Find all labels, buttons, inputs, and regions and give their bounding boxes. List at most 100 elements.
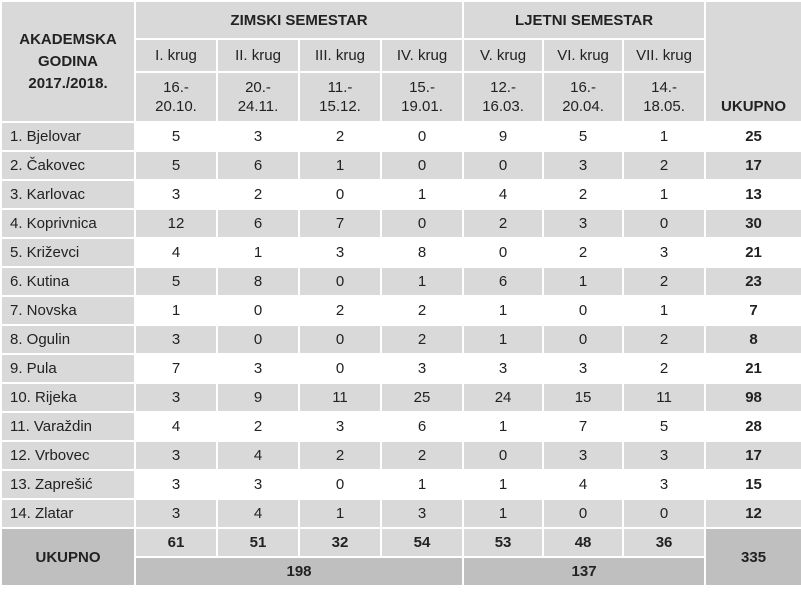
round-value: 0: [542, 324, 625, 355]
city-name: 5. Križevci: [0, 237, 136, 268]
round-header: VII. krug: [622, 38, 707, 73]
table-row: 14. Zlatar 3 4 1 3 1 0 0 12: [0, 498, 801, 529]
round-value: 1: [622, 121, 707, 152]
round-value: 3: [542, 208, 625, 239]
round-value: 3: [379, 498, 465, 529]
round-value: 1: [462, 469, 545, 500]
round-header: V. krug: [462, 38, 545, 73]
row-total: 8: [704, 324, 801, 355]
round-header: VI. krug: [542, 38, 625, 73]
table-row: 5. Križevci 4 1 3 8 0 2 3 21: [0, 237, 801, 268]
table-row: 11. Varaždin 4 2 3 6 1 7 5 28: [0, 411, 801, 442]
round-value: 4: [216, 498, 300, 529]
round-value: 6: [216, 150, 300, 181]
round-value: 2: [379, 440, 465, 471]
date-range-header: 11.- 15.12.: [298, 71, 382, 123]
round-value: 2: [542, 179, 625, 210]
summer-total: 137: [462, 556, 707, 587]
table-row: 12. Vrbovec 3 4 2 2 0 3 3 17: [0, 440, 801, 471]
round-value: 3: [542, 353, 625, 384]
round-value: 3: [134, 324, 218, 355]
date-range-header: 12.- 16.03.: [462, 71, 545, 123]
summer-semester-header: LJETNI SEMESTAR: [462, 0, 707, 40]
round-value: 25: [379, 382, 465, 413]
round-value: 0: [379, 150, 465, 181]
round-value: 8: [379, 237, 465, 268]
date-line: 18.05.: [643, 98, 685, 115]
row-total: 25: [704, 121, 801, 152]
round-total: 32: [298, 527, 382, 558]
round-value: 6: [379, 411, 465, 442]
city-name: 7. Novska: [0, 295, 136, 326]
round-value: 3: [298, 237, 382, 268]
city-name: 14. Zlatar: [0, 498, 136, 529]
round-value: 2: [379, 295, 465, 326]
round-value: 15: [542, 382, 625, 413]
round-value: 1: [542, 266, 625, 297]
round-value: 3: [134, 440, 218, 471]
date-line: 20.10.: [155, 98, 197, 115]
total-header: UKUPNO: [704, 0, 801, 123]
round-value: 0: [462, 440, 545, 471]
round-value: 0: [462, 150, 545, 181]
date-line: 11.-: [327, 79, 353, 96]
row-total: 30: [704, 208, 801, 239]
date-line: 16.-: [570, 79, 596, 96]
round-value: 5: [622, 411, 707, 442]
date-line: 14.-: [651, 79, 677, 96]
date-range-header: 16.- 20.04.: [542, 71, 625, 123]
table-row: 1. Bjelovar 5 3 2 0 9 5 1 25: [0, 121, 801, 152]
round-value: 0: [298, 179, 382, 210]
round-value: 3: [622, 469, 707, 500]
round-value: 4: [462, 179, 545, 210]
round-value: 0: [216, 295, 300, 326]
round-value: 3: [134, 498, 218, 529]
round-header: I. krug: [134, 38, 218, 73]
round-value: 0: [542, 295, 625, 326]
round-value: 6: [462, 266, 545, 297]
row-total: 15: [704, 469, 801, 500]
round-value: 24: [462, 382, 545, 413]
date-line: 16.03.: [482, 98, 524, 115]
table-row: 8. Ogulin 3 0 0 2 1 0 2 8: [0, 324, 801, 355]
round-value: 9: [216, 382, 300, 413]
year-header: AKADEMSKA GODINA 2017./2018.: [0, 0, 136, 123]
round-value: 3: [216, 121, 300, 152]
round-value: 2: [379, 324, 465, 355]
row-total: 21: [704, 353, 801, 384]
round-value: 1: [379, 469, 465, 500]
round-header: II. krug: [216, 38, 300, 73]
round-value: 4: [134, 411, 218, 442]
round-header: IV. krug: [379, 38, 465, 73]
round-value: 2: [216, 179, 300, 210]
row-total: 17: [704, 440, 801, 471]
table-row: 6. Kutina 5 8 0 1 6 1 2 23: [0, 266, 801, 297]
round-value: 1: [379, 179, 465, 210]
row-total: 21: [704, 237, 801, 268]
date-line: 19.01.: [401, 98, 443, 115]
city-name: 10. Rijeka: [0, 382, 136, 413]
table-row: 2. Čakovec 5 6 1 0 0 3 2 17: [0, 150, 801, 181]
round-value: 0: [216, 324, 300, 355]
round-value: 2: [622, 150, 707, 181]
round-value: 1: [298, 150, 382, 181]
round-value: 1: [379, 266, 465, 297]
table-row: 3. Karlovac 3 2 0 1 4 2 1 13: [0, 179, 801, 210]
round-value: 0: [379, 121, 465, 152]
city-name: 6. Kutina: [0, 266, 136, 297]
round-value: 0: [298, 353, 382, 384]
round-value: 2: [216, 411, 300, 442]
round-value: 3: [134, 469, 218, 500]
round-value: 5: [134, 266, 218, 297]
city-name: 3. Karlovac: [0, 179, 136, 210]
round-value: 3: [216, 353, 300, 384]
round-value: 1: [462, 411, 545, 442]
table-row: 9. Pula 7 3 0 3 3 3 2 21: [0, 353, 801, 384]
city-name: 1. Bjelovar: [0, 121, 136, 152]
round-value: 5: [542, 121, 625, 152]
round-value: 8: [216, 266, 300, 297]
round-value: 2: [298, 440, 382, 471]
round-total: 61: [134, 527, 218, 558]
city-name: 2. Čakovec: [0, 150, 136, 181]
